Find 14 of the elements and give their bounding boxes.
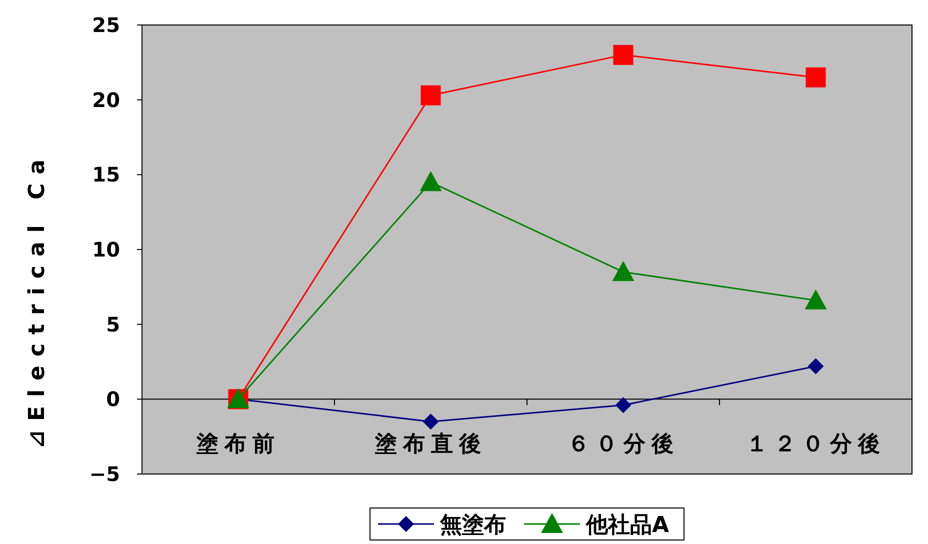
legend-label: 他社品A	[585, 513, 670, 538]
legend-label: 無塗布	[439, 513, 506, 538]
y-tick-label: 15	[92, 162, 120, 187]
x-tick-label: １２０分後	[746, 432, 886, 458]
y-tick-label: 5	[106, 312, 120, 336]
y-tick-label: 0	[106, 387, 120, 412]
x-tick-label: 塗布直後	[374, 432, 487, 458]
y-tick-label: 25	[92, 13, 120, 37]
x-tick-label: 塗布前	[195, 432, 280, 458]
y-tick-label: 20	[92, 88, 120, 112]
y-axis-title: ⊿Electrical Ca	[25, 150, 50, 448]
y-tick-label: −5	[89, 462, 120, 486]
y-tick-label: 10	[92, 238, 120, 262]
x-tick-label: ６０分後	[567, 432, 680, 458]
